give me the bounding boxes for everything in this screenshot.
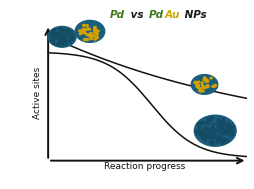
Text: Reaction progress: Reaction progress: [103, 162, 184, 171]
Text: vs: vs: [126, 10, 146, 20]
Text: Active sites: Active sites: [33, 67, 42, 119]
Text: Pd: Pd: [148, 10, 163, 20]
Text: Au: Au: [164, 10, 179, 20]
Text: Pd: Pd: [110, 10, 125, 20]
Text: NPs: NPs: [181, 10, 206, 20]
